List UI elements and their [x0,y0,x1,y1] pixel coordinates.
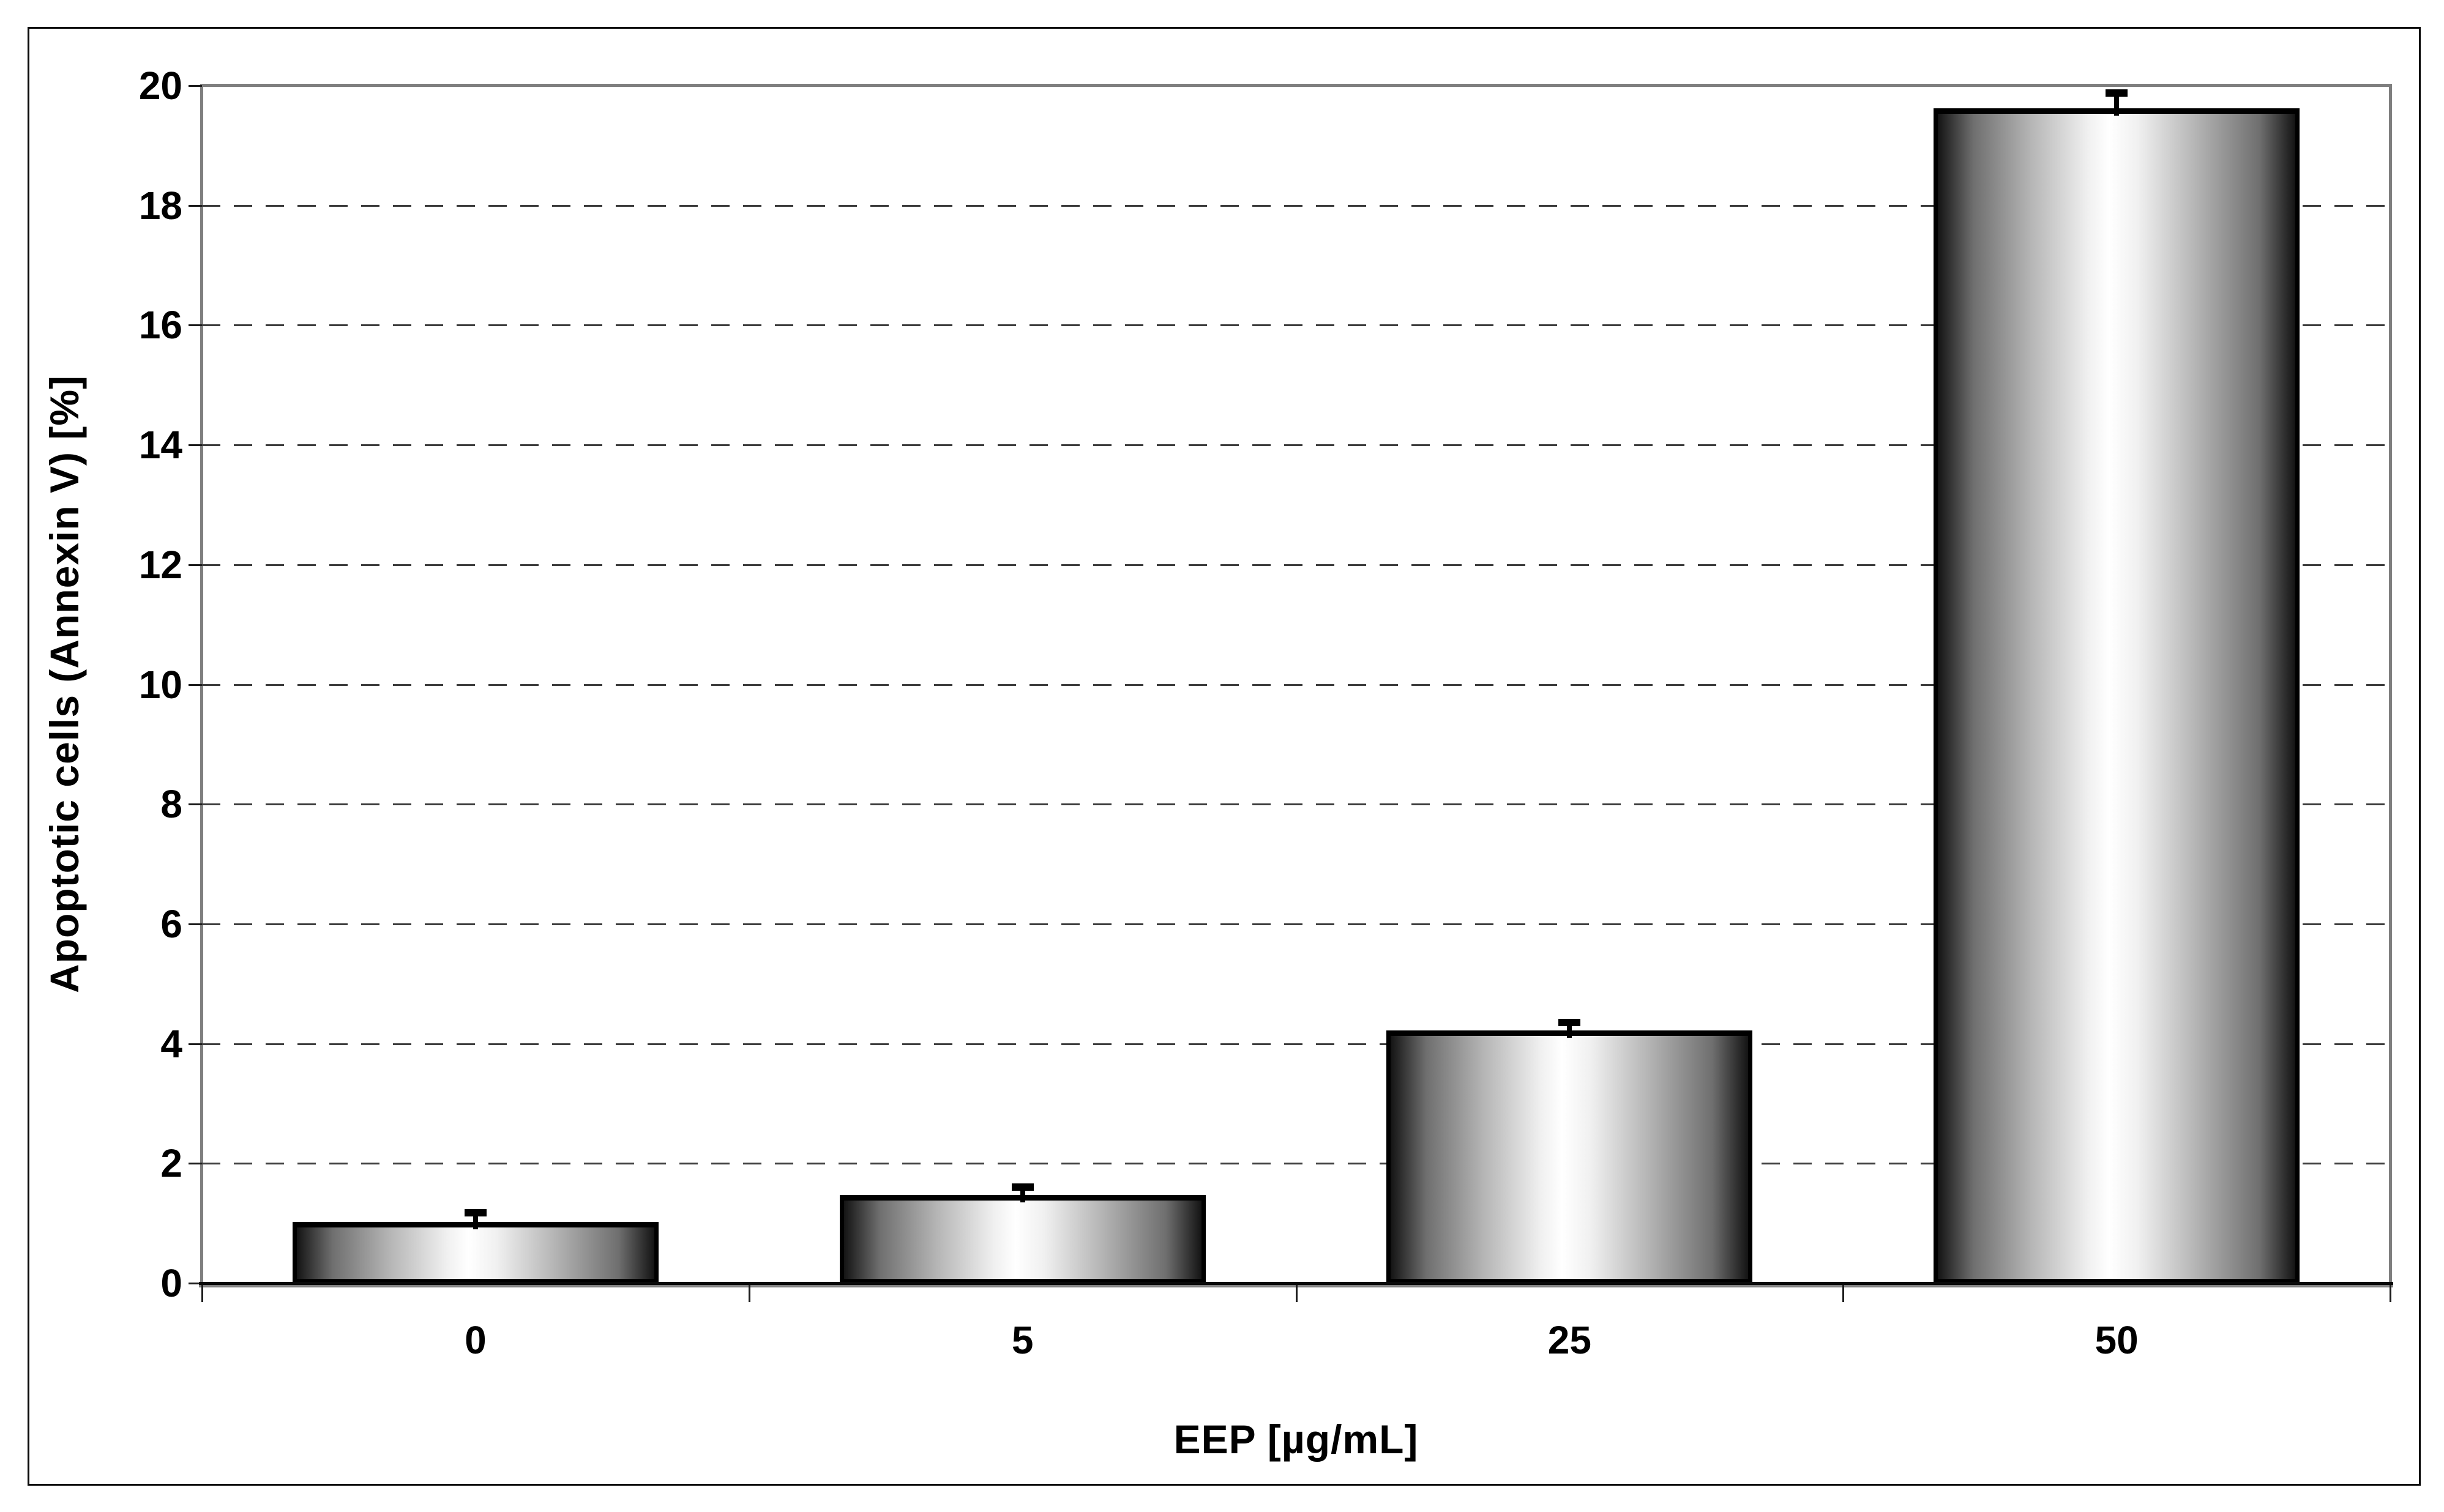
gridline [202,1163,2390,1165]
error-bar-cap [1558,1019,1581,1027]
y-axis-tick [189,324,202,327]
y-axis-tick [189,803,202,806]
x-tick-label: 0 [465,1318,487,1362]
error-bar-cap [2106,89,2128,97]
y-tick-label: 10 [138,662,182,707]
y-axis-tick [189,444,202,447]
y-tick-label: 18 [138,183,182,228]
y-tick-label: 8 [160,782,182,827]
y-axis-tick [189,1043,202,1045]
error-bar-cap [1011,1183,1034,1191]
gridline [202,324,2390,327]
error-bar-stem [1567,1026,1572,1038]
gridline [202,803,2390,806]
x-tick-label: 50 [2095,1318,2139,1362]
y-tick-label: 6 [160,901,182,946]
gridline [202,683,2390,686]
bar [839,1195,1206,1283]
x-axis-tick [748,1285,750,1302]
y-axis-tick [189,683,202,686]
y-axis-title: Apoptotic cells (Annexin V) [%] [42,374,87,994]
figure-border [28,27,2421,1486]
y-tick-label: 2 [160,1141,182,1186]
y-axis-tick [189,923,202,925]
x-tick-label: 25 [1547,1318,1591,1362]
x-tick-label: 5 [1011,1318,1034,1362]
bar [292,1222,659,1283]
bar [1934,108,2300,1283]
error-bar-stem [473,1216,478,1230]
x-axis-tick [1295,1285,1298,1302]
y-tick-label: 16 [138,303,182,348]
y-axis-tick [189,85,202,87]
y-tick-label: 14 [138,423,182,467]
x-axis-title: EEP [µg/mL] [1173,1417,1419,1462]
y-tick-label: 12 [138,542,182,587]
y-tick-label: 20 [138,64,182,108]
y-tick-label: 4 [160,1021,182,1066]
x-axis-line [199,1282,2393,1285]
x-axis-tick [1842,1285,1845,1302]
x-axis-tick [201,1285,203,1302]
x-axis-tick [2390,1285,2391,1302]
error-bar-stem [1020,1191,1025,1203]
bar [1386,1030,1753,1283]
gridline [202,923,2390,925]
y-tick-label: 0 [160,1261,182,1305]
y-axis-tick [189,564,202,566]
error-bar-stem [2114,96,2120,116]
gridline [202,444,2390,447]
error-bar-cap [464,1208,487,1216]
y-axis-tick [189,204,202,207]
y-axis-tick [189,1163,202,1165]
gridline [202,1043,2390,1045]
gridline [202,564,2390,566]
gridline [202,204,2390,207]
y-axis-tick [189,1283,202,1284]
